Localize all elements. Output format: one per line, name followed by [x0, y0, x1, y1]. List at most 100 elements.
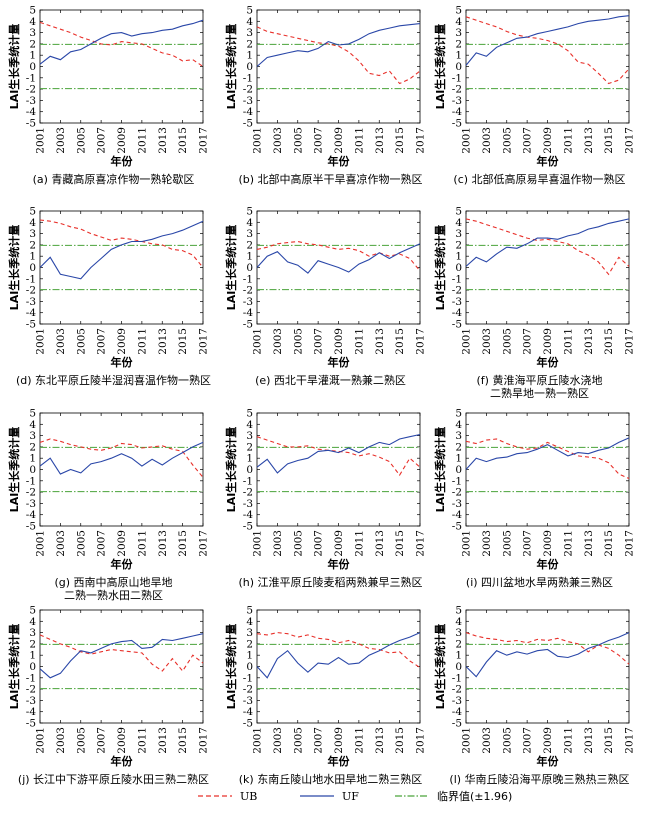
y-tick-label: 2: [246, 441, 253, 453]
x-tick-label: 2011: [562, 328, 574, 355]
y-tick-label: -4: [243, 307, 254, 319]
x-tick-label: 2011: [353, 727, 365, 754]
x-tick-label: 2001: [461, 127, 473, 154]
chart-caption: (i) 四川盆地水旱两熟兼三熟区: [466, 575, 613, 589]
chart-caption: (d) 东北平原丘陵半湿润喜温作物一熟区: [16, 373, 211, 387]
chart-caption: (b) 北部中高原半干旱喜凉作物一熟区: [238, 172, 422, 186]
x-tick-label: 2013: [157, 530, 169, 557]
y-tick-label: -4: [243, 706, 254, 718]
y-tick-label: 1: [455, 50, 462, 62]
y-tick-label: -3: [243, 95, 253, 107]
x-tick-label: 2015: [177, 530, 189, 557]
legend-ub-label: UB: [240, 790, 257, 803]
y-tick-label: 1: [29, 453, 36, 465]
y-tick-label: 2: [29, 638, 36, 650]
y-axis-title: LAI生长季统计量: [7, 427, 21, 513]
y-tick-label: 2: [29, 441, 36, 453]
x-tick-label: 2007: [522, 727, 534, 754]
y-tick-label: 3: [455, 627, 462, 639]
y-tick-label: -3: [243, 296, 253, 308]
y-tick-label: -2: [243, 487, 253, 499]
x-tick-label: 2005: [501, 328, 513, 355]
x-tick-label: 2015: [394, 530, 406, 557]
x-tick-label: 2015: [603, 127, 615, 154]
y-tick-label: 0: [455, 661, 462, 673]
y-tick-label: 0: [246, 61, 253, 73]
series-ub-line: [39, 438, 204, 478]
y-tick-label: 2: [455, 638, 462, 650]
x-axis-title: 年份: [328, 557, 351, 571]
y-tick-label: -1: [243, 475, 253, 487]
y-tick-label: 0: [246, 661, 253, 673]
x-tick-label: 2011: [136, 127, 148, 154]
series-ub-line: [256, 240, 421, 272]
x-tick-label: 2001: [252, 328, 264, 355]
x-tick-label: 2011: [353, 127, 365, 154]
y-tick-label: 1: [29, 650, 36, 662]
x-tick-label: 2003: [481, 530, 493, 557]
y-tick-label: 4: [455, 419, 462, 431]
y-tick-label: -5: [452, 521, 462, 533]
x-tick-label: 2013: [583, 727, 595, 754]
x-tick-label: 2003: [481, 727, 493, 754]
x-tick-label: 2009: [542, 530, 554, 557]
x-tick-label: 2001: [461, 328, 473, 355]
x-tick-label: 2001: [35, 727, 47, 754]
series-ub-line: [465, 218, 630, 276]
y-tick-label: 3: [29, 228, 36, 240]
x-tick-label: 2007: [522, 530, 534, 557]
x-axis-title: 年份: [111, 557, 134, 571]
x-tick-label: 2013: [157, 127, 169, 154]
x-tick-label: 2011: [136, 727, 148, 754]
y-tick-label: -5: [243, 319, 253, 331]
x-tick-label: 2003: [272, 127, 284, 154]
x-tick-label: 2017: [198, 530, 210, 557]
plot-frame: [465, 412, 630, 527]
series-ub-line: [465, 632, 630, 665]
x-axis-title: 年份: [537, 154, 560, 168]
y-tick-label: -1: [26, 273, 36, 285]
y-tick-label: 4: [29, 616, 36, 628]
y-tick-label: 3: [29, 627, 36, 639]
x-tick-label: 2007: [522, 328, 534, 355]
x-tick-label: 2011: [353, 530, 365, 557]
x-tick-label: 2001: [35, 328, 47, 355]
x-tick-label: 2007: [313, 127, 325, 154]
x-tick-label: 2015: [394, 328, 406, 355]
series-ub-line: [256, 436, 421, 477]
y-tick-label: 4: [246, 616, 253, 628]
chart-caption: (g) 西南中高原山地旱地二熟一熟水田二熟区: [54, 575, 172, 602]
y-tick-label: 3: [246, 228, 253, 240]
y-tick-label: -5: [26, 718, 36, 730]
y-tick-label: 4: [29, 16, 36, 28]
x-tick-label: 2017: [624, 127, 636, 154]
y-tick-label: -2: [243, 285, 253, 297]
y-tick-label: 1: [246, 251, 253, 263]
y-tick-label: 3: [455, 27, 462, 39]
plot-frame: [39, 210, 204, 325]
y-tick-label: -3: [452, 498, 462, 510]
y-tick-label: -2: [452, 487, 462, 499]
y-tick-label: 5: [29, 5, 36, 17]
y-axis-title: LAI生长季统计量: [224, 225, 238, 311]
x-tick-label: 2003: [55, 127, 67, 154]
x-tick-label: 2013: [374, 727, 386, 754]
x-tick-label: 2017: [415, 328, 427, 355]
y-tick-label: 3: [29, 430, 36, 442]
x-tick-label: 2013: [374, 127, 386, 154]
y-tick-label: 1: [246, 50, 253, 62]
y-axis-title: LAI生长季统计量: [433, 624, 447, 710]
x-tick-label: 2001: [461, 727, 473, 754]
y-tick-label: -2: [243, 84, 253, 96]
x-tick-label: 2015: [177, 328, 189, 355]
legend-uf-label: UF: [342, 790, 359, 803]
y-axis-title: LAI生长季统计量: [224, 624, 238, 710]
y-tick-label: -3: [26, 95, 36, 107]
x-tick-label: 2015: [394, 727, 406, 754]
x-tick-label: 2017: [624, 530, 636, 557]
x-tick-label: 2007: [96, 727, 108, 754]
